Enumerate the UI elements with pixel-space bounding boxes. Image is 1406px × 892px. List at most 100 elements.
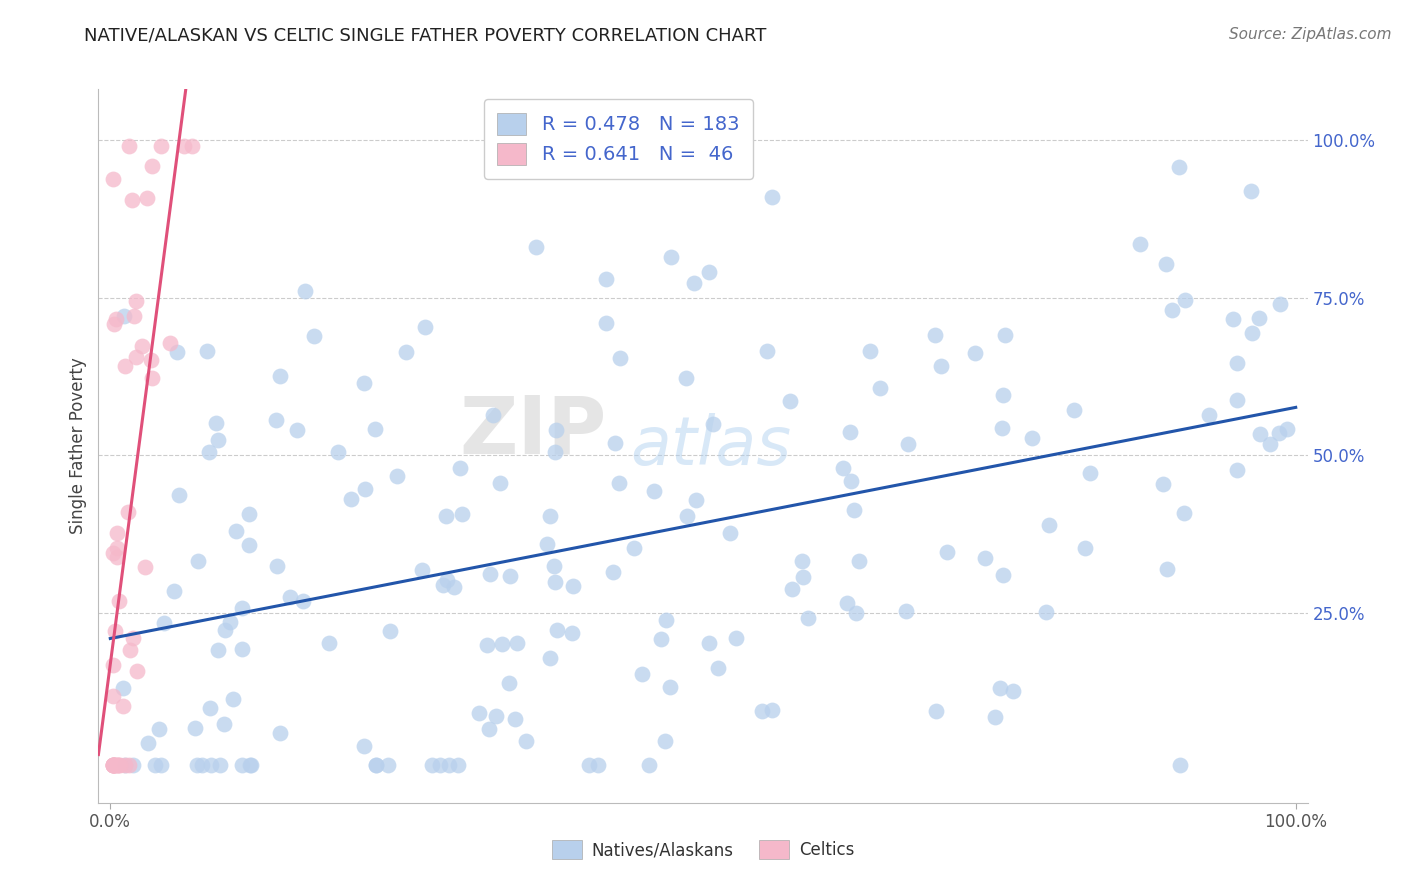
Point xyxy=(697,265,720,279)
Point xyxy=(499,568,522,582)
Point xyxy=(983,710,1005,724)
Point xyxy=(894,604,917,618)
Point xyxy=(238,507,260,521)
Point xyxy=(101,689,124,703)
Point xyxy=(1268,297,1291,311)
Point xyxy=(443,580,465,594)
Point xyxy=(239,758,262,772)
Point xyxy=(1035,605,1057,619)
Point xyxy=(134,560,156,574)
Point xyxy=(101,758,124,772)
Point xyxy=(103,758,125,772)
Point xyxy=(538,508,561,523)
Point xyxy=(214,623,236,637)
Point xyxy=(112,698,135,713)
Point xyxy=(544,445,567,459)
Point xyxy=(204,416,226,430)
Point xyxy=(1173,507,1195,521)
Point xyxy=(422,758,444,772)
Point xyxy=(395,345,418,359)
Point xyxy=(101,758,124,772)
Point xyxy=(107,594,129,608)
Point xyxy=(117,505,139,519)
Point xyxy=(659,680,682,694)
Point xyxy=(139,352,162,367)
Point xyxy=(485,708,508,723)
Point xyxy=(1258,436,1281,450)
Point xyxy=(122,758,145,772)
Point xyxy=(468,706,491,720)
Point xyxy=(291,594,314,608)
Point xyxy=(114,758,136,772)
Point xyxy=(149,139,172,153)
Point xyxy=(1078,466,1101,480)
Point xyxy=(118,139,141,153)
Point xyxy=(238,538,260,552)
Text: atlas: atlas xyxy=(630,413,792,479)
Point xyxy=(415,320,437,334)
Point xyxy=(354,482,377,496)
Point xyxy=(104,758,127,772)
Point xyxy=(186,758,208,772)
Point xyxy=(432,577,454,591)
Point xyxy=(724,632,747,646)
Point xyxy=(543,575,565,590)
Point xyxy=(751,704,773,718)
Point xyxy=(318,636,340,650)
Point xyxy=(1249,427,1271,442)
Point xyxy=(434,508,457,523)
Point xyxy=(173,139,195,153)
Point xyxy=(780,582,803,597)
Point xyxy=(761,703,783,717)
Point xyxy=(153,615,176,630)
Point xyxy=(340,491,363,506)
Point xyxy=(1277,422,1299,436)
Point xyxy=(385,469,408,483)
Point xyxy=(845,606,868,620)
Point xyxy=(353,376,375,391)
Point xyxy=(107,758,129,772)
Point xyxy=(326,444,349,458)
Point xyxy=(1198,408,1220,422)
Point xyxy=(478,722,501,736)
Point xyxy=(121,193,143,207)
Point xyxy=(797,611,820,625)
Point xyxy=(990,681,1012,696)
Point xyxy=(839,474,862,488)
Text: Source: ZipAtlas.com: Source: ZipAtlas.com xyxy=(1229,27,1392,42)
Point xyxy=(266,559,288,574)
Point xyxy=(269,726,291,740)
Point xyxy=(1156,562,1178,576)
Point xyxy=(122,309,145,323)
Point xyxy=(482,408,505,422)
Point xyxy=(498,675,520,690)
Point xyxy=(936,545,959,559)
Point xyxy=(848,554,870,568)
Point xyxy=(1225,463,1247,477)
Point xyxy=(655,613,678,627)
Point xyxy=(191,758,214,772)
Point xyxy=(131,338,153,352)
Point xyxy=(515,734,537,748)
Point xyxy=(974,551,997,566)
Point xyxy=(451,507,474,521)
Point xyxy=(187,554,209,568)
Point xyxy=(114,758,136,772)
Point xyxy=(638,758,661,772)
Point xyxy=(595,272,617,286)
Point xyxy=(924,704,946,718)
Point xyxy=(1268,425,1291,440)
Point xyxy=(792,570,814,584)
Point xyxy=(183,721,205,735)
Point xyxy=(1226,356,1249,370)
Point xyxy=(546,623,568,637)
Point xyxy=(364,758,387,772)
Point xyxy=(991,388,1014,402)
Point xyxy=(120,642,142,657)
Point xyxy=(264,412,287,426)
Point xyxy=(207,434,229,448)
Point xyxy=(578,758,600,772)
Point xyxy=(181,139,204,153)
Point xyxy=(101,658,124,673)
Point xyxy=(159,335,181,350)
